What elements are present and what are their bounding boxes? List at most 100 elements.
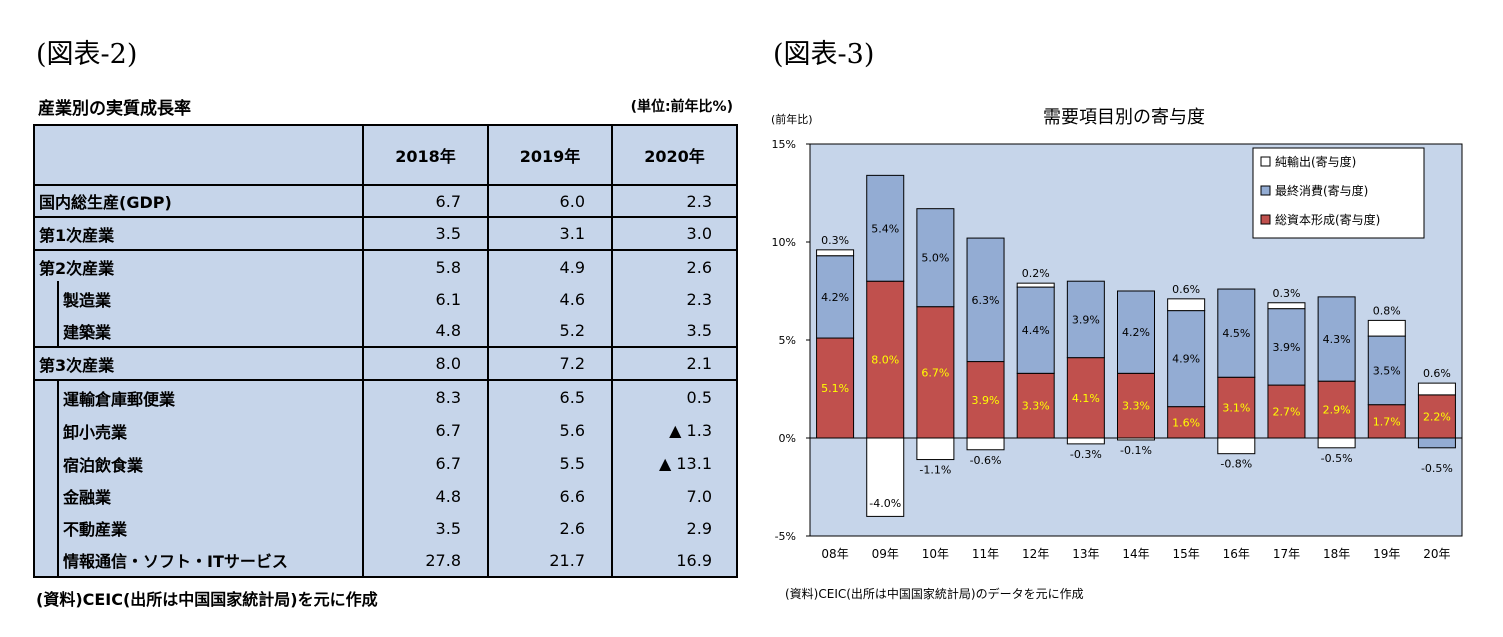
bar-segment	[966, 237, 1005, 363]
bar-segment	[1167, 406, 1206, 439]
value-cell: 4.6	[487, 283, 613, 315]
data-label: 0.8%	[1373, 304, 1401, 317]
row-label-cell: 宿泊飲食業	[33, 445, 364, 482]
table-row: 不動産業 3.5 2.6 2.9	[33, 510, 738, 546]
table-unit: (単位:前年比%)	[630, 99, 733, 115]
row-label-cell: 不動産業	[33, 510, 364, 546]
legend-entry: 総資本形成(寄与度)	[1275, 212, 1380, 227]
row-label: 不動産業	[63, 520, 128, 539]
value-cell: 3.5	[362, 216, 489, 251]
data-label: -4.0%	[869, 497, 901, 510]
value-cell: 16.9	[611, 544, 738, 578]
value-cell: 6.7	[362, 447, 489, 480]
chart-title: 需要項目別の寄与度	[1043, 107, 1205, 128]
data-label: 4.9%	[1172, 353, 1200, 366]
table-row: 建築業 4.8 5.2 3.5	[33, 313, 738, 348]
table-row: 製造業 6.1 4.6 2.3	[33, 281, 738, 317]
row-label-cell: 卸小売業	[33, 412, 364, 449]
x-tick-label: 18年	[1323, 547, 1350, 561]
value-cell: 6.7	[362, 184, 489, 218]
data-label: 4.2%	[1122, 326, 1150, 339]
figure3-label: (図表-3)	[773, 39, 875, 70]
bar-segment	[816, 249, 855, 257]
data-label: 2.7%	[1272, 406, 1300, 419]
data-label: -0.5%	[1321, 452, 1353, 465]
value-cell: 2.6	[611, 249, 738, 283]
row-label: 第3次産業	[39, 355, 115, 375]
value-cell: 6.5	[487, 380, 613, 414]
table-row: 卸小売業 6.7 5.6 ▲ 1.3	[33, 412, 738, 449]
bar-segment	[916, 208, 955, 308]
data-label: 0.3%	[1272, 287, 1300, 300]
bar-segment	[1217, 288, 1256, 378]
value-cell: ▲ 13.1	[611, 447, 738, 480]
data-label: 3.1%	[1222, 402, 1250, 415]
bar-segment	[1417, 437, 1456, 449]
bar-segment	[1117, 372, 1155, 439]
value-cell: 3.5	[611, 315, 738, 348]
chart-source: (資料)CEIC(出所は中国国家統計局)のデータを元に作成	[785, 587, 1084, 601]
value-cell: 2.9	[611, 512, 738, 544]
table-row: 第1次産業 3.5 3.1 3.0	[33, 216, 738, 251]
row-label: 国内総生産(GDP)	[39, 193, 172, 212]
value-cell: 4.9	[487, 249, 613, 283]
industry-growth-table: 2018年 2019年 2020年 国内総生産(GDP) 6.7 6.0 2.3 第1次…	[33, 124, 738, 578]
bar-segment	[1016, 282, 1055, 288]
row-label: 情報通信・ソフト・ITサービス	[63, 552, 288, 571]
legend-swatch	[1260, 214, 1271, 225]
data-label: 3.3%	[1122, 400, 1150, 413]
bar-segment	[1417, 382, 1456, 396]
bar-segment	[866, 174, 905, 282]
x-tick-label: 14年	[1122, 547, 1149, 561]
value-cell: 3.1	[487, 216, 613, 251]
x-tick-label: 19年	[1373, 547, 1400, 561]
data-label: 6.7%	[921, 366, 949, 379]
x-tick-label: 15年	[1173, 547, 1200, 561]
value-cell: 7.2	[487, 346, 613, 381]
row-label: 卸小売業	[63, 422, 128, 442]
contribution-chart: 需要項目別の寄与度 (前年比) 15% 10% 5% 0% -5% 08年 09年 10年 11年 1…	[769, 98, 1469, 578]
value-cell: 4.8	[362, 315, 489, 348]
row-label-cell: 製造業	[33, 281, 364, 317]
table-row: 第3次産業 8.0 7.2 2.1	[33, 346, 738, 381]
value-cell: 2.1	[611, 346, 738, 381]
y-tick-label: 10%	[772, 236, 796, 249]
data-label: 2.2%	[1423, 410, 1451, 423]
data-label: 4.2%	[821, 291, 849, 304]
value-cell: 3.5	[362, 512, 489, 544]
value-cell: 4.8	[362, 480, 489, 512]
table-row: 金融業 4.8 6.6 7.0	[33, 478, 738, 514]
bar-segment	[1267, 384, 1306, 439]
x-tick-label: 13年	[1072, 547, 1099, 561]
legend-entry: 純輸出(寄与度)	[1275, 154, 1356, 169]
data-label: 4.1%	[1072, 392, 1100, 405]
table-row: 国内総生産(GDP) 6.7 6.0 2.3	[33, 184, 738, 218]
value-cell: 2.6	[487, 512, 613, 544]
bar-segment	[1267, 302, 1306, 310]
data-label: -0.6%	[970, 454, 1002, 467]
data-label: 1.6%	[1172, 416, 1200, 429]
data-label: 5.4%	[871, 222, 899, 235]
row-label-cell: 情報通信・ソフト・ITサービス	[33, 542, 364, 578]
bar-segment	[1117, 290, 1155, 374]
x-tick-label: 10年	[922, 547, 949, 561]
data-label: 5.1%	[821, 382, 849, 395]
row-label: 宿泊飲食業	[63, 455, 144, 475]
bar-segment	[1217, 376, 1256, 439]
row-label: 第1次産業	[39, 225, 115, 245]
row-label-cell: 第2次産業	[33, 249, 364, 283]
x-tick-label: 20年	[1423, 547, 1450, 561]
bar-segment	[1367, 335, 1406, 406]
bar-segment	[1317, 380, 1356, 439]
table-row: 情報通信・ソフト・ITサービス 27.8 21.7 16.9	[33, 542, 738, 578]
y-axis-label: (前年比)	[771, 112, 813, 126]
x-tick-label: 11年	[972, 547, 999, 561]
data-label: 2.9%	[1323, 404, 1351, 417]
data-label: 0.3%	[821, 234, 849, 247]
value-cell: 5.8	[362, 249, 489, 283]
data-label: 4.5%	[1222, 327, 1250, 340]
legend-swatch	[1260, 156, 1271, 167]
data-label: 4.3%	[1323, 333, 1351, 346]
value-cell: 6.7	[362, 414, 489, 447]
row-label: 第2次産業	[39, 259, 115, 278]
